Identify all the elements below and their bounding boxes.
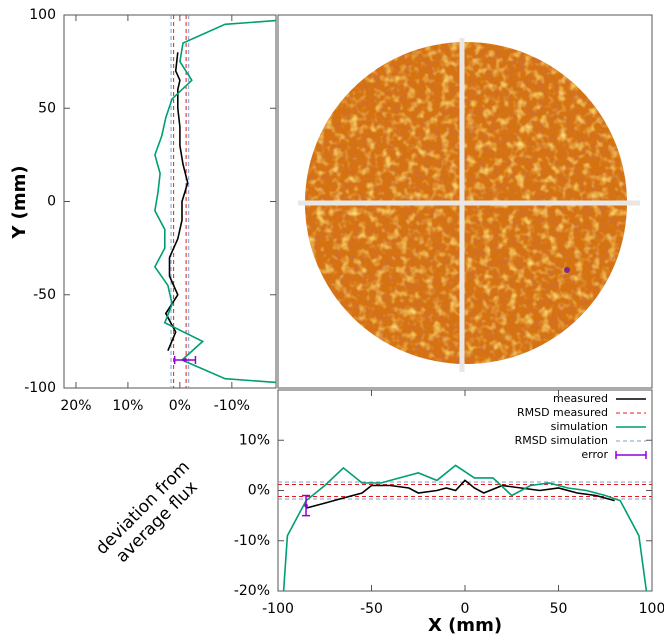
- x-tick-label: 50: [550, 601, 568, 617]
- error-point: [304, 503, 308, 508]
- y-tick-label: 10%: [239, 432, 270, 448]
- y-tick-label: -10%: [234, 533, 270, 549]
- x-tick-label: 100: [639, 601, 664, 617]
- x-tick-label: 0: [461, 601, 470, 617]
- x-tick-label: 0%: [169, 398, 191, 414]
- y-tick-label: 50: [38, 100, 56, 116]
- legend-label: error: [581, 448, 608, 461]
- legend-label: measured: [553, 392, 608, 405]
- y-tick-label: 0%: [248, 483, 270, 499]
- x-tick-label: -100: [262, 601, 294, 617]
- series-line: [305, 479, 615, 509]
- x-tick-label: -10%: [214, 398, 250, 414]
- x-tick-label: 20%: [60, 398, 91, 414]
- error-point: [183, 358, 187, 362]
- flux-image: [278, 15, 652, 388]
- image-frame: [277, 14, 653, 389]
- plot-area: [153, 15, 276, 388]
- x-tick-label: 10%: [112, 398, 143, 414]
- x-tick-label: -50: [360, 601, 383, 617]
- x-axis-title: X (mm): [428, 615, 502, 636]
- legend-label: RMSD measured: [517, 406, 608, 419]
- y-axis-title: Y (mm): [9, 165, 30, 239]
- series-line: [164, 52, 189, 352]
- legend-label: RMSD simulation: [515, 434, 608, 447]
- y-tick-label: 0: [47, 194, 56, 210]
- left-frame: [63, 14, 277, 389]
- y-tick-label: -100: [24, 380, 56, 396]
- plot-area: [278, 464, 652, 591]
- y-tick-label: -20%: [234, 583, 270, 599]
- y-tick-label: -50: [33, 287, 56, 303]
- series-line: [153, 19, 276, 384]
- series-line: [282, 464, 648, 591]
- legend-label: simulation: [551, 420, 608, 433]
- y-tick-label: 100: [29, 7, 56, 23]
